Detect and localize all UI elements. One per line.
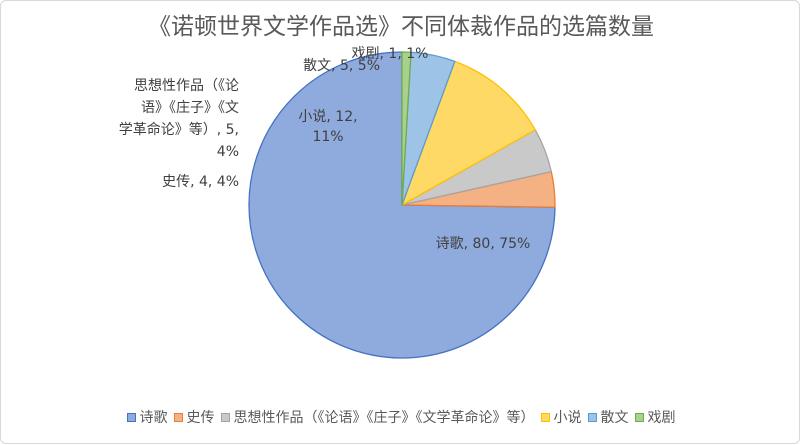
data-label-4: 小说, 12, 11% <box>298 109 357 145</box>
legend-item-1: 诗歌 <box>126 407 168 427</box>
legend-swatch <box>173 412 183 422</box>
data-label-5: 散文, 5, 5% <box>303 58 380 74</box>
legend-swatch <box>587 412 597 422</box>
legend-item-3: 思想性作品（《论语》《庄子》《文学革命论》等） <box>220 407 535 427</box>
data-label-1: 诗歌, 80, 75% <box>436 236 531 252</box>
data-label-6: 戏剧, 1, 1% <box>352 46 429 62</box>
legend-item-2: 史传 <box>173 407 215 427</box>
legend-label: 散文 <box>600 410 629 426</box>
legend-label: 思想性作品（《论语》《庄子》《文学革命论》等） <box>233 410 535 426</box>
legend-label: 诗歌 <box>139 410 168 426</box>
legend-swatch <box>220 412 230 422</box>
legend-label: 史传 <box>186 410 215 426</box>
legend-item-6: 戏剧 <box>634 407 676 427</box>
chart-legend: 诗歌 史传 思想性作品（《论语》《庄子》《文学革命论》等） 小说 散文 戏剧 <box>1 407 800 427</box>
data-label-2: 史传, 4, 4% <box>162 174 239 190</box>
legend-item-4: 小说 <box>540 407 582 427</box>
legend-label: 戏剧 <box>647 410 676 426</box>
pie-slice-1 <box>248 51 556 359</box>
legend-swatch <box>634 412 644 422</box>
pie-slice-6 <box>401 51 412 206</box>
chart-title: 《诺顿世界文学作品选》不同体裁作品的选篇数量 <box>148 14 654 40</box>
legend-label: 小说 <box>553 410 582 426</box>
legend-item-5: 散文 <box>587 407 629 427</box>
data-label-3: 思想性作品（《论语》《庄子》《文学革命论》等）, 5, 4% <box>119 78 239 160</box>
legend-swatch <box>126 412 136 422</box>
pie-slice-4 <box>401 60 536 206</box>
legend-swatch <box>540 412 550 422</box>
